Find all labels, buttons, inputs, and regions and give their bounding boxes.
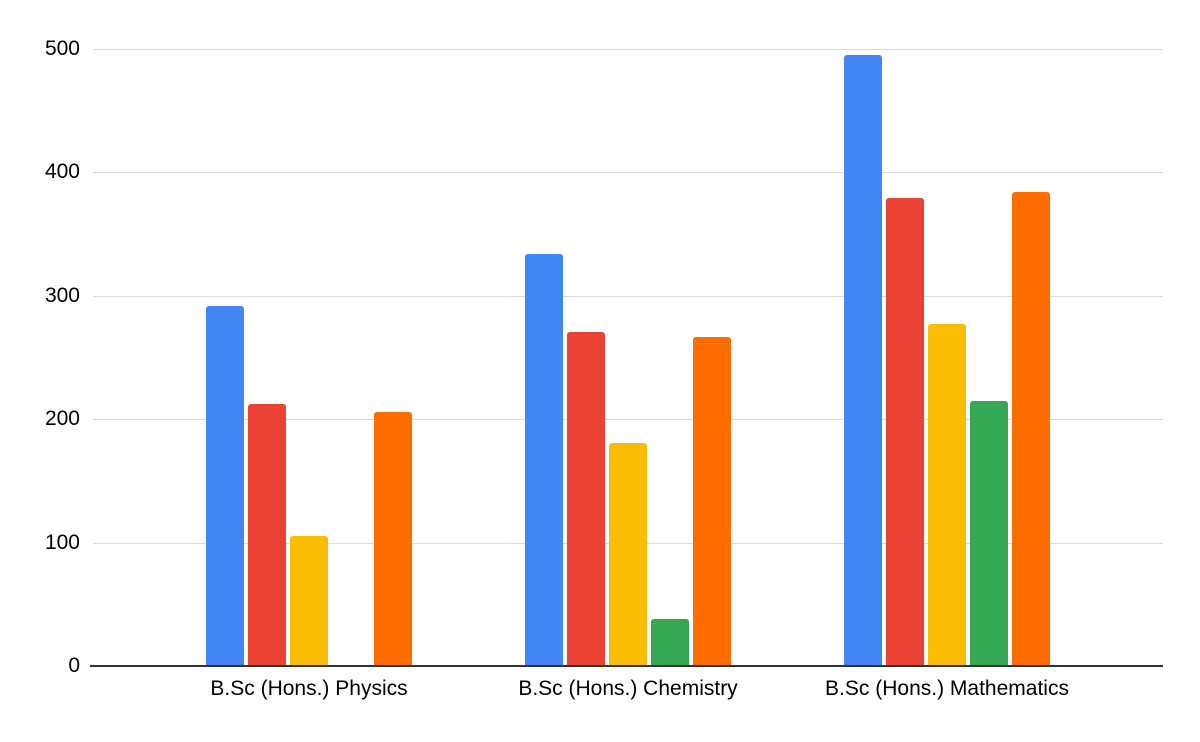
- bar-red-2: [886, 198, 924, 666]
- bar-red-0: [248, 404, 286, 666]
- y-axis-tick-label-0: 0: [68, 654, 80, 677]
- gridline-400: [93, 172, 1163, 173]
- y-axis-tick-label-400: 400: [44, 160, 80, 183]
- bar-green-1: [651, 619, 689, 666]
- y-axis-tick-label-300: 300: [44, 284, 80, 307]
- y-axis-tick-label-200: 200: [44, 407, 80, 430]
- x-axis-baseline: [90, 665, 1163, 667]
- gridline-300: [93, 296, 1163, 297]
- gridline-200: [93, 419, 1163, 420]
- bar-blue-1: [525, 254, 563, 666]
- bar-blue-2: [844, 55, 882, 666]
- bar-red-1: [567, 332, 605, 666]
- bar-green-2: [970, 401, 1008, 666]
- gridline-500: [93, 49, 1163, 50]
- y-axis-tick-label-100: 100: [44, 531, 80, 554]
- x-axis-category-label-1: B.Sc (Hons.) Chemistry: [518, 677, 738, 700]
- bar-orange-0: [374, 412, 412, 666]
- bar-blue-0: [206, 306, 244, 666]
- bar-orange-2: [1012, 192, 1050, 666]
- y-axis-tick-label-500: 500: [44, 37, 80, 60]
- bar-orange-1: [693, 337, 731, 666]
- bar-yellow-1: [609, 443, 647, 666]
- bar-yellow-0: [290, 536, 328, 666]
- bar-yellow-2: [928, 324, 966, 666]
- x-axis-category-label-0: B.Sc (Hons.) Physics: [210, 677, 408, 700]
- x-axis-category-label-2: B.Sc (Hons.) Mathematics: [825, 677, 1069, 700]
